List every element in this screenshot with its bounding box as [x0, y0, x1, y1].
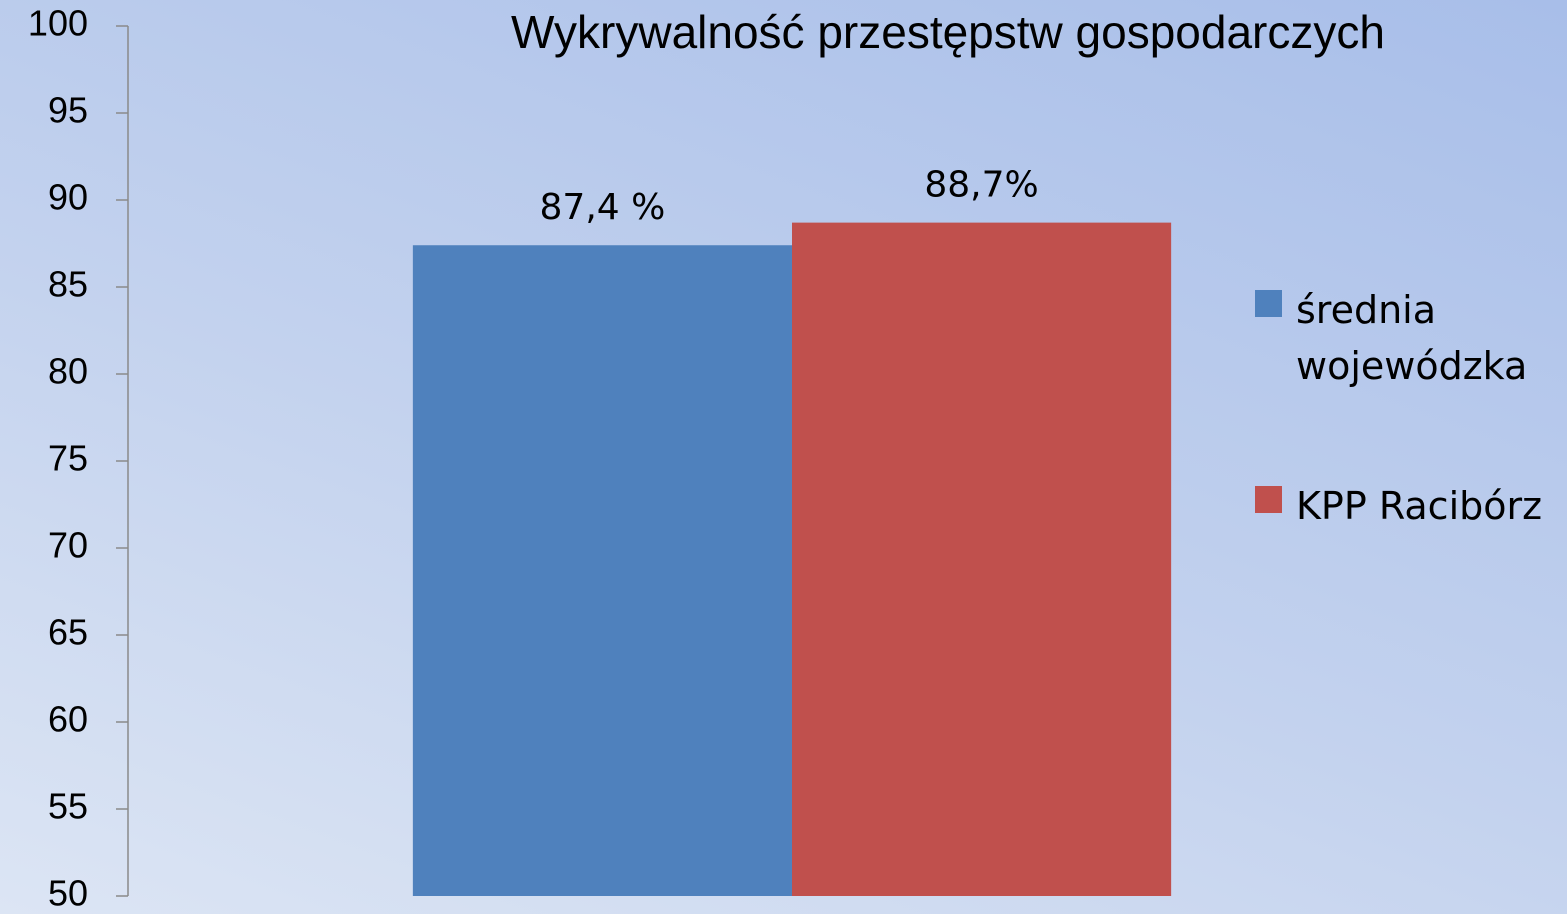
bar	[792, 222, 1172, 896]
legend-swatch	[1255, 290, 1282, 317]
value-label: 87,4 %	[540, 187, 666, 228]
y-tick-label: 65	[48, 612, 88, 653]
y-tick-label: 50	[48, 873, 88, 914]
y-tick-label: 85	[48, 264, 88, 305]
chart-title: Wykrywalność przestępstw gospodarczych	[511, 6, 1385, 58]
legend-item: średnia wojewódzka	[1255, 282, 1555, 394]
legend-item: KPP Racibórz	[1255, 478, 1555, 534]
legend-label: średnia wojewódzka	[1296, 288, 1528, 388]
y-tick-label: 55	[48, 786, 88, 827]
legend-label: KPP Racibórz	[1296, 484, 1543, 528]
y-tick-label: 70	[48, 525, 88, 566]
y-tick-label: 80	[48, 351, 88, 392]
legend: średnia wojewódzka KPP Racibórz	[1255, 282, 1555, 618]
y-tick-label: 95	[48, 90, 88, 131]
y-tick-label: 90	[48, 177, 88, 218]
legend-swatch	[1255, 486, 1282, 513]
bar	[412, 245, 792, 897]
value-label: 88,7%	[924, 165, 1038, 206]
y-tick-label: 75	[48, 438, 88, 479]
y-tick-label: 100	[28, 3, 88, 44]
y-tick-label: 60	[48, 699, 88, 740]
